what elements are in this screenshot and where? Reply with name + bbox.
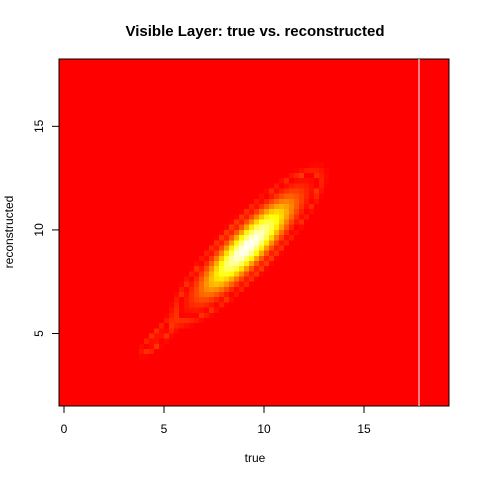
x-tick-label: 0 xyxy=(61,422,68,436)
y-tick-label: 10 xyxy=(32,223,46,237)
plot-border xyxy=(58,58,450,407)
heatmap-image xyxy=(59,59,449,406)
x-axis-label: true xyxy=(245,451,266,465)
y-axis: 5 10 15 xyxy=(32,119,59,337)
chart-title: Visible Layer: true vs. reconstructed xyxy=(126,23,385,40)
y-axis-label: reconstructed xyxy=(2,196,16,269)
y-tick-label: 5 xyxy=(32,330,46,337)
plot-area xyxy=(58,58,450,407)
y-tick-label: 15 xyxy=(32,119,46,133)
x-tick-label: 10 xyxy=(257,422,271,436)
x-axis: 0 5 10 15 xyxy=(61,406,371,436)
x-tick-label: 15 xyxy=(357,422,371,436)
x-tick-label: 5 xyxy=(161,422,168,436)
